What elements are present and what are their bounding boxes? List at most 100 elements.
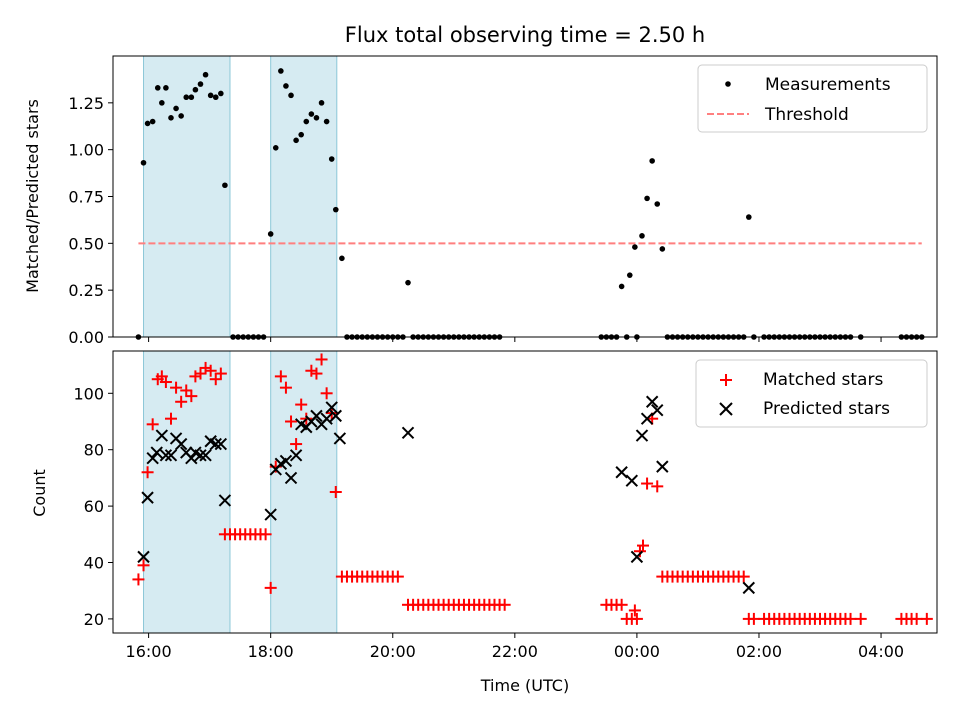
measurement-point (649, 158, 655, 164)
observing-band (270, 56, 337, 337)
count-ylabel: Count (30, 469, 49, 517)
x-tick-label: 00:00 (614, 642, 660, 661)
measurement-point (267, 231, 274, 237)
matched-point (498, 598, 511, 611)
measurement-point (332, 206, 339, 213)
matched-point (137, 559, 150, 572)
matched-point (615, 598, 628, 611)
measurement-point (163, 85, 169, 91)
x-tick-label: 18:00 (248, 642, 294, 661)
count-bands (143, 351, 338, 633)
measurement-point (173, 105, 179, 112)
predicted-point (333, 432, 347, 445)
y-tick-label: 20 (84, 610, 104, 629)
matched-point (132, 573, 145, 586)
matched-point (651, 480, 664, 493)
measurement-point (144, 120, 151, 127)
predicted-point (284, 471, 298, 485)
measurement-point (626, 272, 633, 278)
predicted-point (264, 508, 277, 521)
measurement-point (746, 214, 752, 220)
measurement-point (197, 81, 204, 87)
measurement-point (168, 115, 174, 121)
predicted-point (630, 550, 644, 564)
observing-band (143, 351, 230, 633)
y-tick-label: 1.00 (68, 141, 104, 160)
measurement-point (278, 68, 284, 74)
matched-point (920, 612, 933, 625)
matched-point (310, 367, 323, 380)
x-tick-label: 22:00 (492, 642, 538, 661)
measurement-point (149, 118, 156, 125)
measurement-point (618, 283, 625, 290)
predicted-point (146, 451, 159, 465)
legend-matched-marker (720, 374, 732, 386)
predicted-point (742, 581, 756, 595)
ratio-legend: Measurements Threshold (697, 64, 928, 133)
matched-point (185, 390, 198, 403)
measurement-point (318, 100, 325, 106)
predicted-point (137, 550, 150, 564)
predicted-point (645, 395, 659, 408)
matched-point (747, 612, 760, 625)
measurement-point (659, 246, 666, 252)
matched-point (628, 604, 641, 617)
chart-title: Flux total observing time = 2.50 h (345, 23, 705, 47)
predicted-point (625, 474, 639, 487)
measurement-point (183, 94, 190, 101)
matched-point (637, 539, 650, 552)
matched-point (305, 364, 318, 377)
matched-point (264, 581, 277, 594)
measurement-point (313, 115, 320, 121)
predicted-point (164, 449, 178, 462)
measurement-point (405, 279, 411, 286)
ratio-legend-box (697, 64, 928, 133)
panel-count: 20 40 60 80 100 16:00 18:00 20:00 22:00 00:00 02:… (30, 350, 938, 695)
predicted-point (194, 449, 207, 462)
measurement-point (298, 131, 304, 138)
count-yticks: 20 40 60 80 100 (73, 384, 113, 629)
matched-point (209, 373, 222, 386)
matched-point (285, 415, 298, 428)
matched-point (279, 381, 292, 394)
predicted-point (289, 449, 303, 462)
matched-point (175, 395, 188, 408)
matched-point (737, 570, 750, 583)
predicted-point (199, 449, 212, 462)
measurement-point (178, 113, 184, 119)
matched-point (295, 398, 308, 411)
predicted-point (401, 426, 415, 439)
count-xticks: 16:00 18:00 20:00 22:00 00:00 02:00 04:00 (126, 633, 904, 661)
predicted-point (640, 412, 654, 425)
matched-point (204, 364, 217, 377)
measurement-point (188, 94, 195, 101)
measurement-point (639, 233, 645, 239)
predicted-point (329, 409, 342, 423)
predicted-point (218, 494, 232, 507)
matched-point (910, 612, 923, 625)
matched-point (844, 612, 857, 625)
measurement-point (308, 111, 315, 117)
matched-point (170, 381, 183, 394)
matched-point (320, 387, 333, 400)
measurement-point (288, 92, 294, 99)
y-tick-label: 0.25 (68, 281, 104, 300)
measurement-point (202, 71, 209, 78)
measurement-point (323, 118, 330, 125)
y-tick-label: 1.25 (68, 94, 104, 113)
measurement-point (328, 156, 335, 162)
count-legend: Matched stars Predicted stars (695, 359, 928, 428)
predicted-point (185, 451, 198, 465)
predicted-point (155, 429, 169, 442)
measurement-point (159, 100, 165, 106)
predicted-point (141, 491, 154, 504)
matched-point (290, 438, 303, 451)
matched-point (274, 370, 287, 383)
measurement-point (283, 83, 289, 89)
predicted-point (150, 446, 163, 459)
legend-measurement-label: Measurements (765, 75, 891, 95)
measurement-point (339, 255, 345, 262)
y-tick-label: 0.00 (68, 328, 104, 347)
matched-point (180, 384, 193, 397)
